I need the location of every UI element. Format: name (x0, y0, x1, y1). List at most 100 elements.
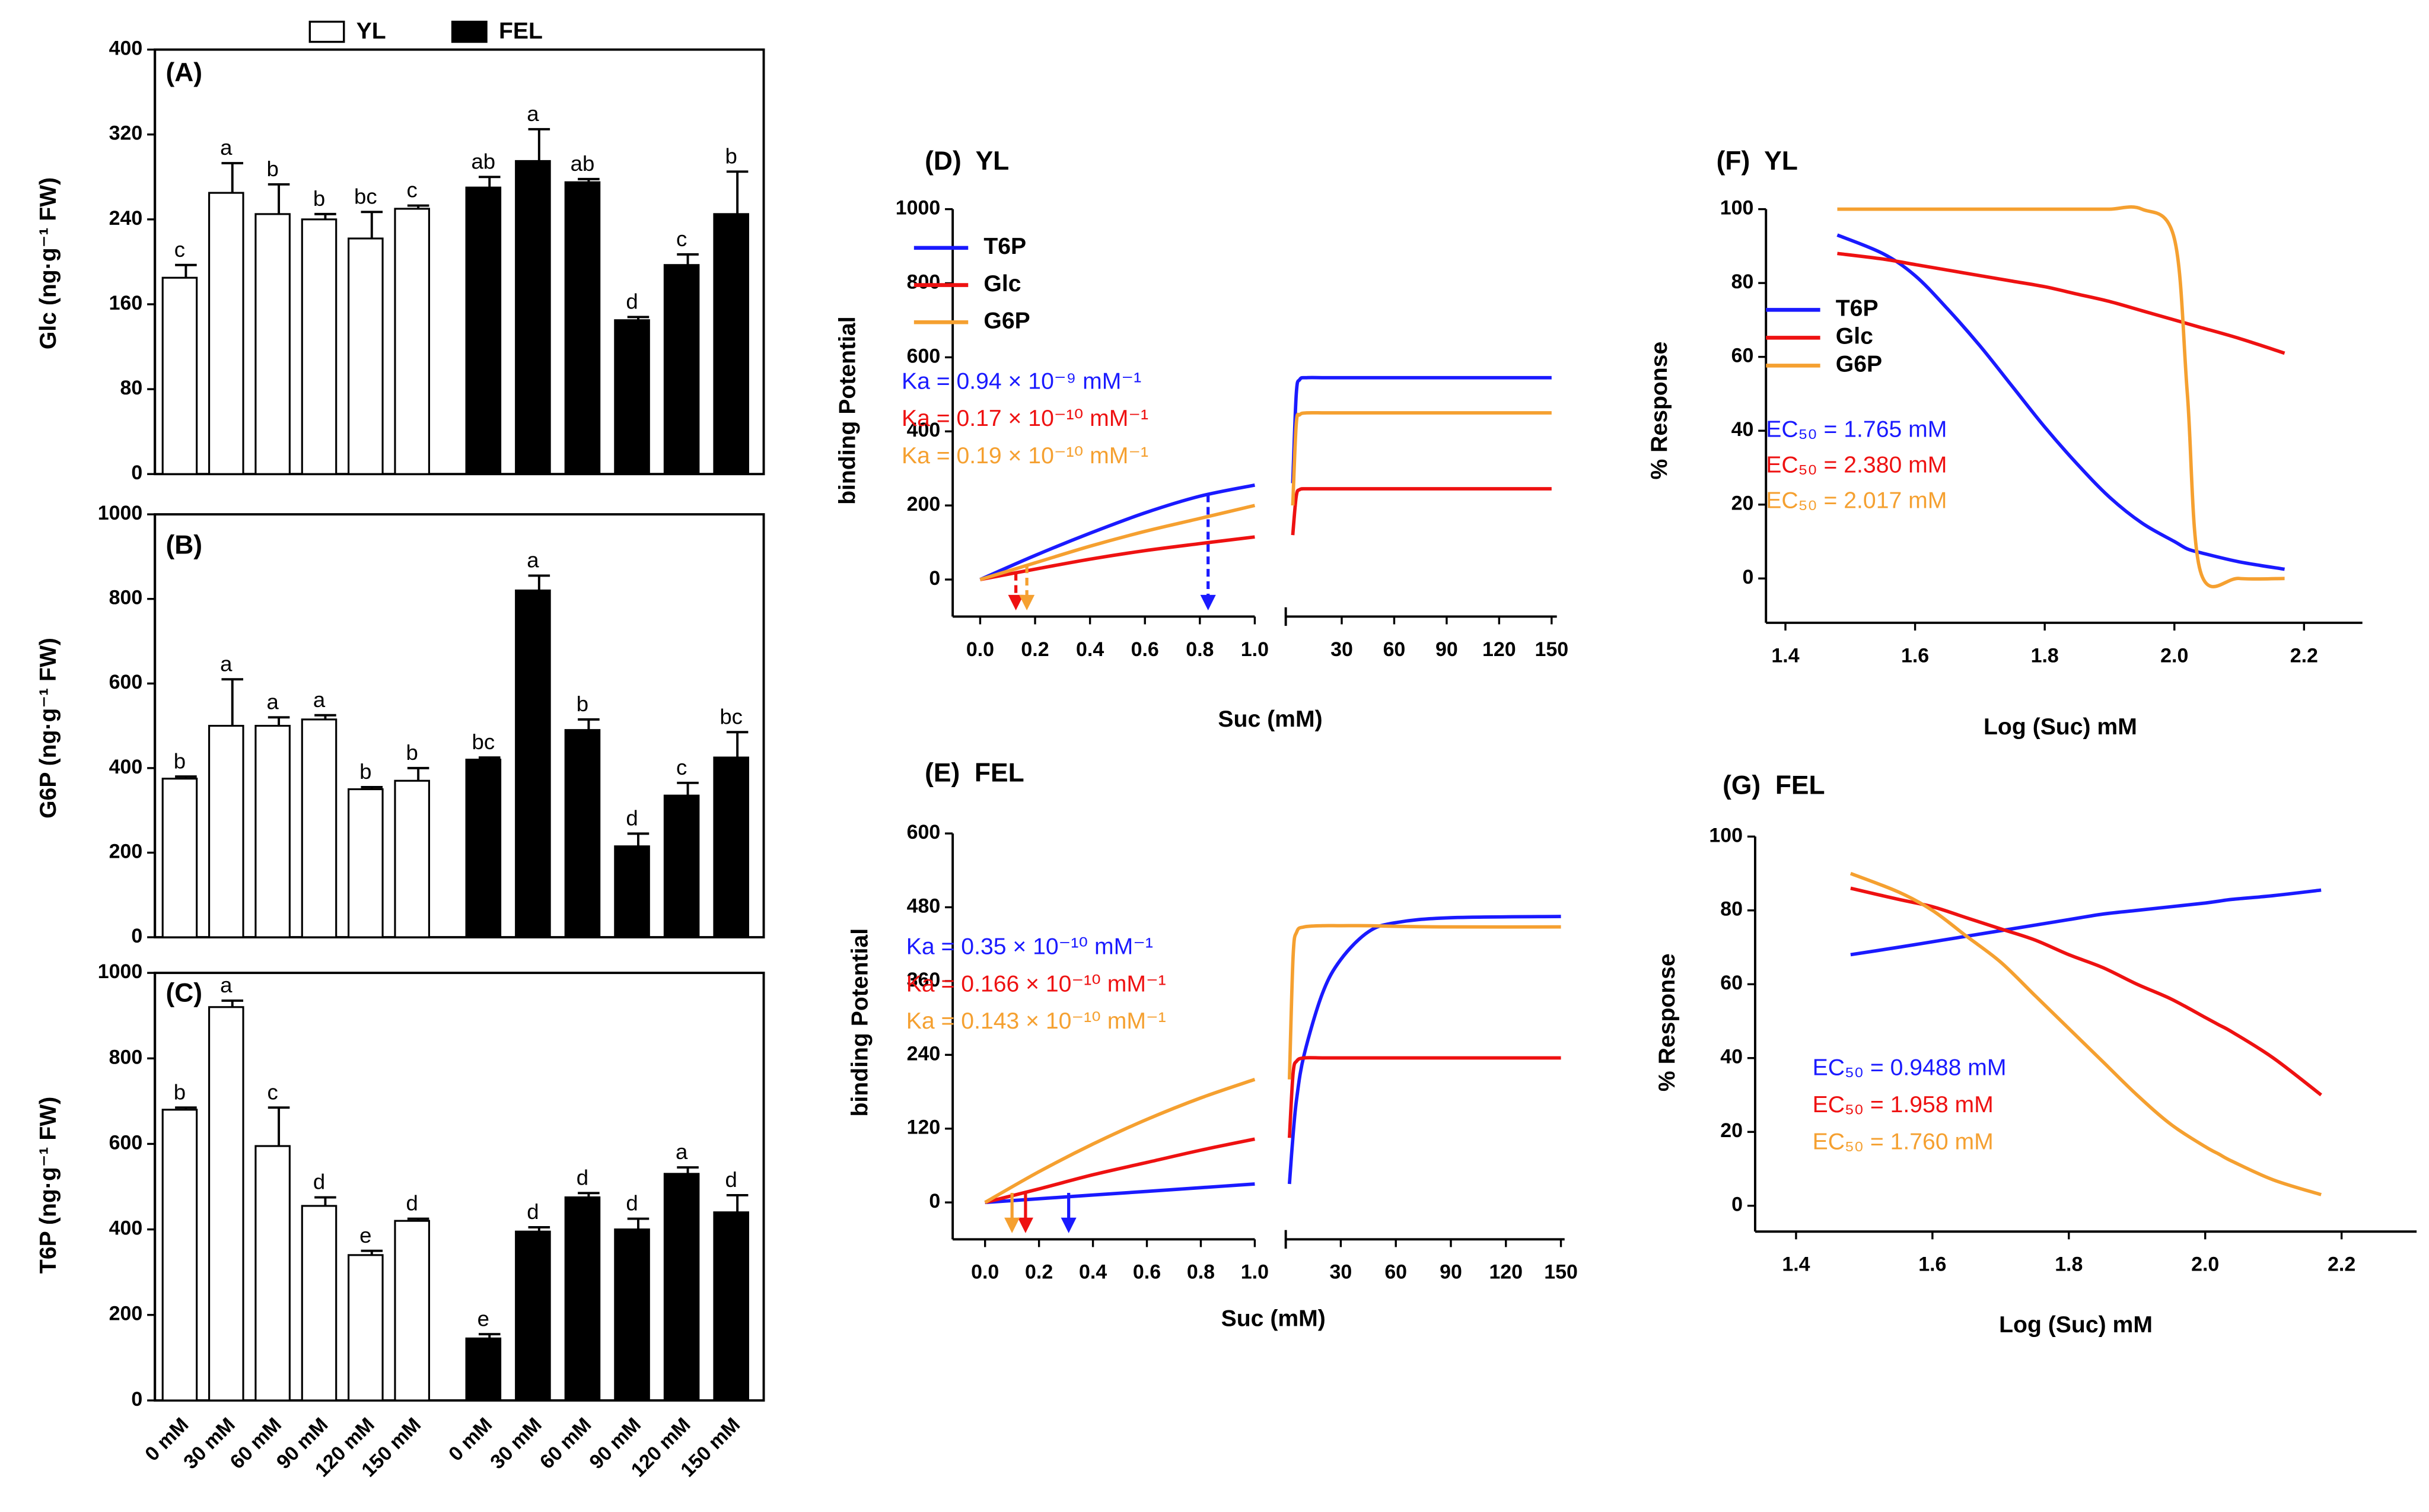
line (1849, 871, 2322, 1196)
y-tick-label: 600 (907, 821, 941, 843)
significance-letter: d (626, 1191, 638, 1215)
y-tick-label: 20 (1731, 492, 1754, 515)
bar (713, 756, 749, 938)
y-tick-label: 400 (109, 1217, 143, 1240)
panel-title: (A) (165, 58, 202, 87)
y-tick-label: 1000 (98, 502, 143, 524)
significance-letter: e (359, 1223, 371, 1247)
x-tick-label: 1.4 (1782, 1253, 1810, 1276)
x-tick-label: 30 mM (179, 1414, 240, 1474)
significance-letter: b (577, 692, 588, 716)
x-tick-label: 1.0 (1241, 1261, 1269, 1284)
significance-letter: a (220, 135, 233, 160)
bar (713, 1211, 749, 1402)
legend-label: T6P (1836, 296, 1879, 322)
y-tick-label: 1000 (896, 197, 941, 219)
line-right (1291, 410, 1552, 506)
x-axis-label: Log (Suc) mM (1984, 714, 2137, 740)
line-right (1287, 924, 1561, 1080)
y-tick-label: 400 (109, 37, 143, 60)
y-tick-label: 160 (109, 292, 143, 314)
significance-letter: d (577, 1165, 588, 1189)
annotation: Ka = 0.94 × 10⁻⁹ mM⁻¹ (902, 368, 1141, 394)
bar (564, 181, 601, 475)
y-tick-label: 80 (120, 377, 143, 399)
bar (161, 1109, 198, 1402)
significance-letter: c (676, 227, 687, 251)
bar (614, 845, 650, 938)
line-right (1291, 487, 1552, 536)
x-tick-label: 1.8 (2031, 644, 2059, 667)
bar (301, 718, 338, 938)
annotation: Ka = 0.17 × 10⁻¹⁰ mM⁻¹ (902, 406, 1148, 431)
line (985, 1137, 1255, 1204)
significance-letter: d (406, 1191, 418, 1215)
panel-title: (F) YL (1717, 147, 1798, 176)
y-axis-label: binding Potential (835, 316, 861, 505)
y-tick-label: 320 (109, 122, 143, 145)
y-tick-label: 0 (131, 1388, 142, 1411)
y-tick-label: 80 (1720, 898, 1743, 921)
bar (614, 319, 650, 475)
y-axis-label: % Response (1647, 342, 1672, 480)
bar (515, 1230, 551, 1402)
x-tick-label: 1.8 (2055, 1253, 2083, 1276)
legend-label: G6P (983, 308, 1030, 334)
significance-letter: c (676, 755, 687, 779)
significance-letter: c (268, 1080, 278, 1104)
y-tick-label: 400 (109, 756, 143, 778)
line (985, 1182, 1255, 1204)
line (984, 1078, 1256, 1204)
significance-letter: b (725, 144, 737, 168)
annotation: Ka = 0.166 × 10⁻¹⁰ mM⁻¹ (906, 971, 1166, 997)
y-tick-label: 0 (131, 461, 142, 484)
arrow-head (1008, 594, 1024, 611)
bar (663, 264, 700, 475)
y-tick-label: 60 (1731, 345, 1754, 367)
bar (663, 794, 700, 938)
x-tick-label: 1.6 (1901, 644, 1929, 667)
y-tick-label: 200 (109, 1303, 143, 1325)
annotation: EC₅₀ = 1.958 mM (1813, 1092, 1994, 1118)
legend-label: FEL (499, 18, 543, 44)
x-tick-label: 120 (1489, 1261, 1523, 1284)
significance-letter: a (220, 973, 233, 997)
legend-swatch (308, 20, 345, 43)
y-tick-label: 240 (109, 207, 143, 230)
bar (208, 192, 244, 475)
y-tick-label: 40 (1731, 418, 1754, 441)
bar (254, 725, 291, 938)
significance-letter: bc (354, 184, 377, 208)
arrow-head (1004, 1217, 1020, 1233)
y-tick-label: 200 (109, 840, 143, 862)
arrow-head (1017, 1217, 1033, 1233)
x-tick-label: 0.0 (966, 638, 994, 661)
legend-label: Glc (983, 271, 1021, 297)
significance-letter: a (313, 687, 326, 712)
x-tick-label: 2.0 (2191, 1253, 2219, 1276)
y-tick-label: 240 (907, 1042, 941, 1065)
line-right (1291, 375, 1552, 483)
arrow-head (1019, 594, 1035, 611)
x-tick-label: 0.8 (1187, 1261, 1215, 1284)
line-right (1287, 915, 1561, 1185)
x-axis-label: Log (Suc) mM (1999, 1312, 2153, 1338)
bar (161, 778, 198, 938)
bar (515, 589, 551, 938)
y-tick-label: 600 (109, 1131, 143, 1154)
x-tick-label: 30 mM (486, 1414, 546, 1474)
line (1850, 888, 2322, 957)
significance-letter: d (725, 1167, 737, 1192)
significance-letter: d (626, 289, 638, 314)
legend-label: T6P (983, 234, 1026, 259)
panel-title: (E) FEL (925, 759, 1024, 788)
significance-letter: ab (471, 149, 495, 173)
x-tick-label: 60 (1384, 1261, 1407, 1284)
y-axis-label: % Response (1654, 953, 1680, 1091)
bar (713, 213, 749, 475)
panel-title: (G) FEL (1723, 771, 1825, 800)
bar (465, 759, 502, 938)
y-tick-label: 80 (1731, 270, 1754, 293)
significance-letter: bc (472, 730, 495, 754)
